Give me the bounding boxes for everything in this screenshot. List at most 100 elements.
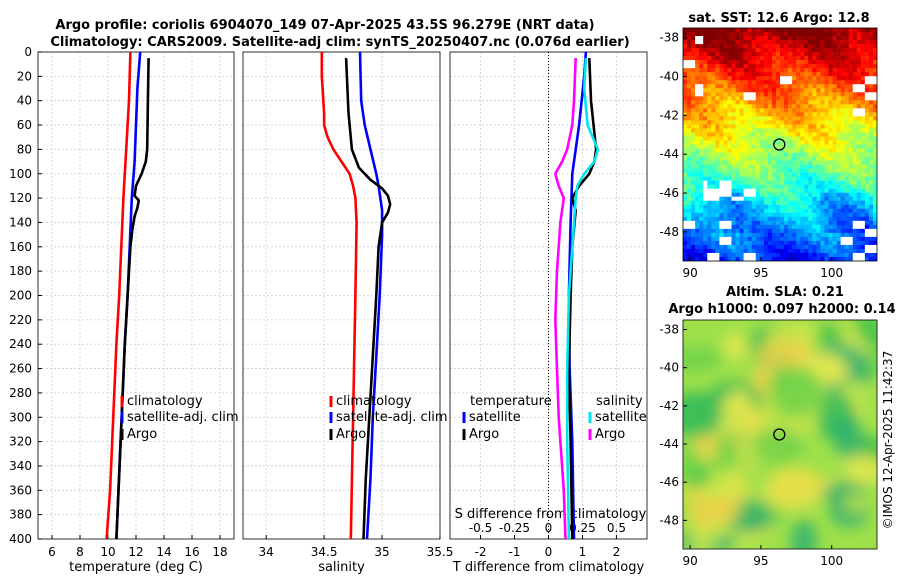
sst-cell — [739, 244, 744, 250]
sst-cell — [868, 60, 874, 65]
sst-cell — [800, 116, 805, 121]
sst-cell — [735, 172, 740, 177]
sst-cell — [824, 140, 829, 145]
sst-cell — [872, 168, 877, 173]
sst-cell — [872, 256, 877, 261]
sst-cell — [747, 240, 753, 246]
sst-cell — [727, 144, 732, 149]
sst-cell — [856, 208, 862, 214]
sst-cell — [763, 220, 769, 226]
sst-cell — [808, 180, 813, 185]
sst-cell — [832, 220, 837, 226]
sst-cell — [832, 188, 837, 194]
sst-cell — [751, 188, 757, 194]
sst-cell — [743, 120, 748, 125]
sst-cell — [832, 184, 837, 189]
sst-cell — [784, 236, 789, 242]
sst-cell — [703, 188, 708, 194]
sst-cell — [784, 28, 789, 33]
sst-cell — [751, 92, 757, 97]
sst-cell — [788, 204, 793, 210]
sst-cell — [792, 72, 797, 77]
sst-cell — [856, 196, 862, 202]
sst-cell — [755, 164, 761, 169]
sst-cell — [731, 216, 736, 222]
sst-cell — [864, 72, 870, 77]
sst-cell — [711, 100, 716, 105]
sla-field — [683, 320, 877, 549]
sst-cell — [836, 204, 841, 210]
sst-cell — [755, 32, 761, 37]
sst-cell — [775, 104, 781, 109]
sst-cell — [711, 112, 716, 117]
sst-cell — [840, 236, 845, 242]
sst-cell — [844, 108, 850, 113]
series-group — [548, 52, 600, 539]
sst-cell — [727, 164, 732, 169]
sst-cell — [683, 204, 688, 210]
sst-cell — [828, 220, 833, 226]
sst-cell — [723, 144, 728, 149]
sst-cell — [796, 56, 801, 61]
sst-cell — [755, 148, 761, 153]
sst-cell — [743, 80, 748, 85]
x-tick-label: 0 — [545, 545, 553, 559]
sst-cell — [792, 100, 797, 105]
sst-cell — [731, 164, 736, 169]
sst-cell — [784, 220, 789, 226]
sst-cell — [864, 32, 870, 37]
sst-cell — [852, 248, 858, 254]
sst-cell — [715, 176, 720, 181]
sst-cell — [695, 244, 700, 250]
sst-cell — [784, 204, 789, 210]
sst-cell — [691, 192, 696, 198]
sst-cell — [852, 224, 858, 230]
sst-cell — [711, 68, 716, 73]
sst-cell — [844, 180, 850, 185]
sst-cell — [711, 192, 716, 198]
sst-cell — [707, 172, 712, 177]
sst-cell — [800, 184, 805, 189]
sst-cell — [747, 68, 753, 73]
sst-cell — [735, 248, 740, 254]
sst-cell — [784, 244, 789, 250]
sst-cell — [780, 184, 785, 189]
sst-cell — [792, 128, 797, 133]
sla-map-title-2: Argo h1000: 0.097 h2000: 0.14 — [668, 302, 895, 317]
sst-cell — [703, 140, 708, 145]
sst-cell — [860, 80, 866, 85]
sst-cell — [780, 44, 785, 49]
sst-cell — [848, 100, 854, 105]
sst-cell — [707, 184, 712, 189]
sst-cell — [840, 120, 845, 125]
sst-cell — [808, 224, 813, 230]
sst-cell — [852, 92, 858, 97]
sst-cell — [723, 212, 728, 218]
sst-cell — [808, 56, 813, 61]
sst-cell — [796, 220, 801, 226]
sst-cell — [715, 216, 720, 222]
sst-cell — [723, 216, 728, 222]
sst-cell — [723, 188, 728, 194]
sst-cell — [868, 124, 874, 129]
sst-cell — [687, 100, 692, 105]
sst-cell — [848, 204, 854, 210]
sst-cell — [860, 240, 866, 246]
sst-cell — [711, 140, 716, 145]
sst-cell — [707, 196, 712, 202]
sst-cell — [780, 48, 785, 53]
sst-cell — [723, 56, 728, 61]
sst-cell — [808, 84, 813, 89]
sst-cell — [828, 168, 833, 173]
sst-cell — [812, 104, 817, 109]
sst-cell — [699, 212, 704, 218]
sst-cell — [788, 148, 793, 153]
sst-cell — [775, 172, 781, 177]
sst-cell — [759, 256, 765, 261]
sst-cell — [780, 80, 785, 85]
sst-cell — [751, 120, 757, 125]
sst-cell — [727, 92, 732, 97]
sst-cell — [840, 116, 845, 121]
sst-cell — [771, 104, 777, 109]
sst-cell — [759, 28, 765, 33]
